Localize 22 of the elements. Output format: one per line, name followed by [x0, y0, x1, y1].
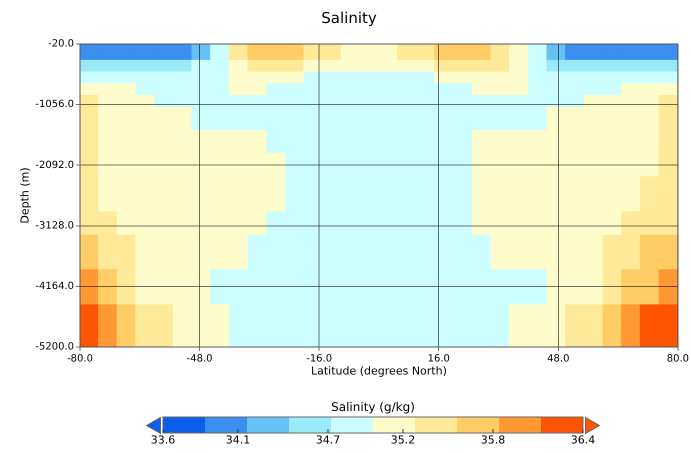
y-axis-title: Depth (m)	[18, 167, 32, 224]
x-tick-label: -80.0	[67, 354, 93, 365]
x-tick-label: 16.0	[428, 354, 450, 365]
color-bar-label: 35.2	[390, 433, 416, 446]
color-bar-label: 36.4	[570, 433, 596, 446]
y-tick-label: -5200.0	[35, 342, 74, 353]
x-tick-label: -48.0	[186, 354, 213, 365]
chart-title: Salinity	[321, 8, 377, 27]
x-tick-label: 80.0	[666, 354, 689, 365]
color-bar-label: 33.6	[150, 433, 176, 446]
y-tick-label: -4164.0	[35, 280, 74, 292]
color-bar-title: Salinity (g/kg)	[331, 400, 415, 414]
y-tick-label: -1056.0	[35, 99, 74, 110]
y-tick-label: -20.0	[48, 38, 74, 50]
x-tick-label: 48.0	[547, 354, 570, 365]
color-bar-label: 34.1	[226, 433, 250, 446]
y-tick-label: -3128.0	[35, 220, 74, 232]
x-tick-label: -16.0	[306, 354, 332, 365]
x-axis-title: Latitude (degrees North)	[310, 364, 447, 378]
color-bar-label: 35.8	[480, 433, 506, 446]
y-tick-label: -2092.0	[35, 160, 74, 171]
color-bar-label: 34.7	[316, 433, 340, 446]
